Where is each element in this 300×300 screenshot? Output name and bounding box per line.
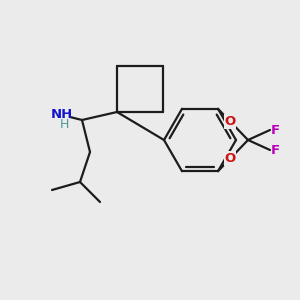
Text: F: F — [270, 124, 280, 136]
Text: H: H — [59, 118, 69, 131]
Text: F: F — [270, 143, 280, 157]
Text: O: O — [224, 115, 236, 128]
Text: NH: NH — [51, 109, 73, 122]
Text: O: O — [224, 152, 236, 165]
